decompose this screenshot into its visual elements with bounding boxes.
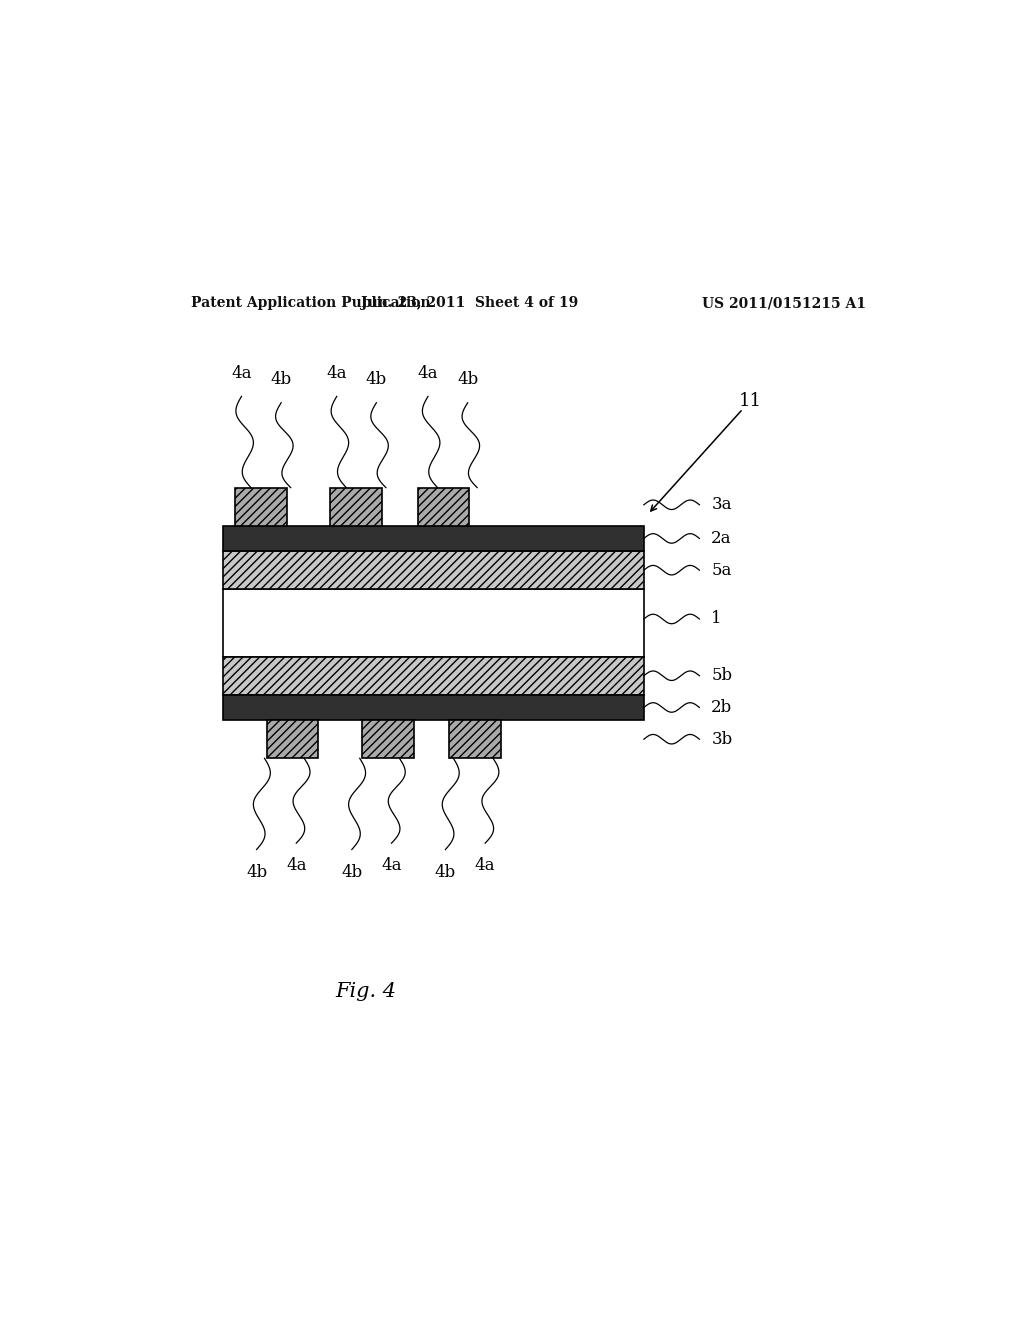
Text: 5a: 5a [712, 562, 732, 578]
Text: 4a: 4a [286, 858, 306, 874]
Text: Jun. 23, 2011  Sheet 4 of 19: Jun. 23, 2011 Sheet 4 of 19 [360, 296, 578, 310]
Text: 4b: 4b [341, 863, 362, 880]
Bar [362, 721, 414, 758]
Bar [331, 487, 382, 525]
Text: 2a: 2a [712, 529, 732, 546]
Text: 4a: 4a [381, 858, 401, 874]
Text: Fig. 4: Fig. 4 [336, 982, 396, 1002]
Text: 4b: 4b [246, 863, 267, 880]
Text: 4a: 4a [418, 366, 438, 381]
Bar [223, 589, 644, 656]
Text: Patent Application Publication: Patent Application Publication [191, 296, 431, 310]
Text: US 2011/0151215 A1: US 2011/0151215 A1 [702, 296, 866, 310]
Text: 4b: 4b [366, 371, 387, 388]
Text: 4a: 4a [475, 858, 496, 874]
Text: 4b: 4b [435, 863, 456, 880]
Text: 1: 1 [712, 610, 722, 627]
Bar [223, 656, 644, 694]
Bar [267, 721, 318, 758]
Text: 11: 11 [739, 392, 762, 409]
Bar [223, 525, 644, 552]
Text: 2b: 2b [712, 700, 732, 715]
Text: 4a: 4a [231, 366, 252, 381]
Bar [223, 694, 644, 721]
Text: 3a: 3a [712, 496, 732, 513]
Text: 4a: 4a [327, 366, 347, 381]
Bar [418, 487, 469, 525]
Text: 4b: 4b [457, 371, 478, 388]
Bar [223, 552, 644, 589]
Bar [450, 721, 501, 758]
Bar [236, 487, 287, 525]
Text: 3b: 3b [712, 731, 732, 747]
Text: 5b: 5b [712, 667, 732, 684]
Text: 4b: 4b [270, 371, 292, 388]
